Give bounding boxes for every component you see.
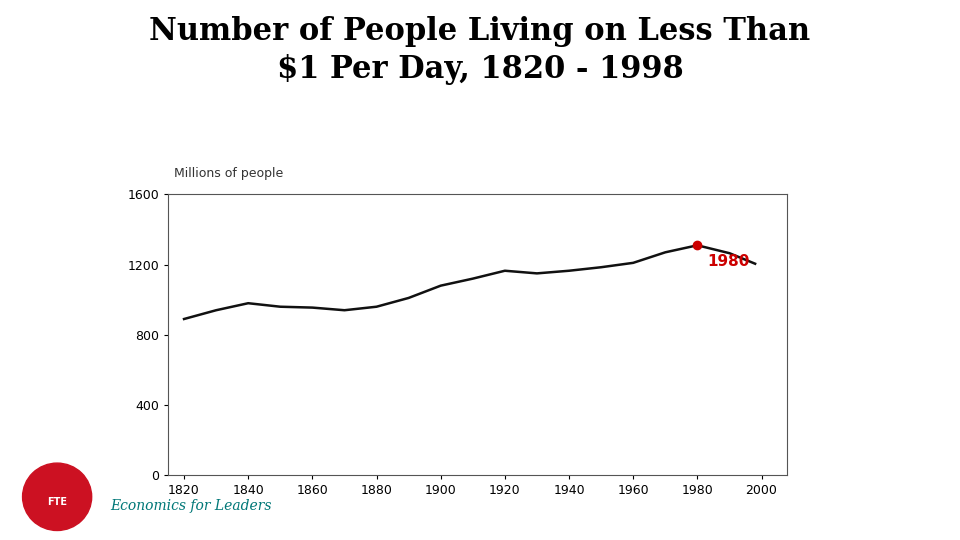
Text: 1980: 1980	[707, 254, 750, 269]
Circle shape	[22, 463, 92, 530]
Text: Economics for Leaders: Economics for Leaders	[110, 500, 272, 514]
Text: FTE: FTE	[47, 497, 67, 508]
Text: Number of People Living on Less Than
$1 Per Day, 1820 - 1998: Number of People Living on Less Than $1 …	[150, 16, 810, 85]
Text: Millions of people: Millions of people	[174, 167, 283, 180]
